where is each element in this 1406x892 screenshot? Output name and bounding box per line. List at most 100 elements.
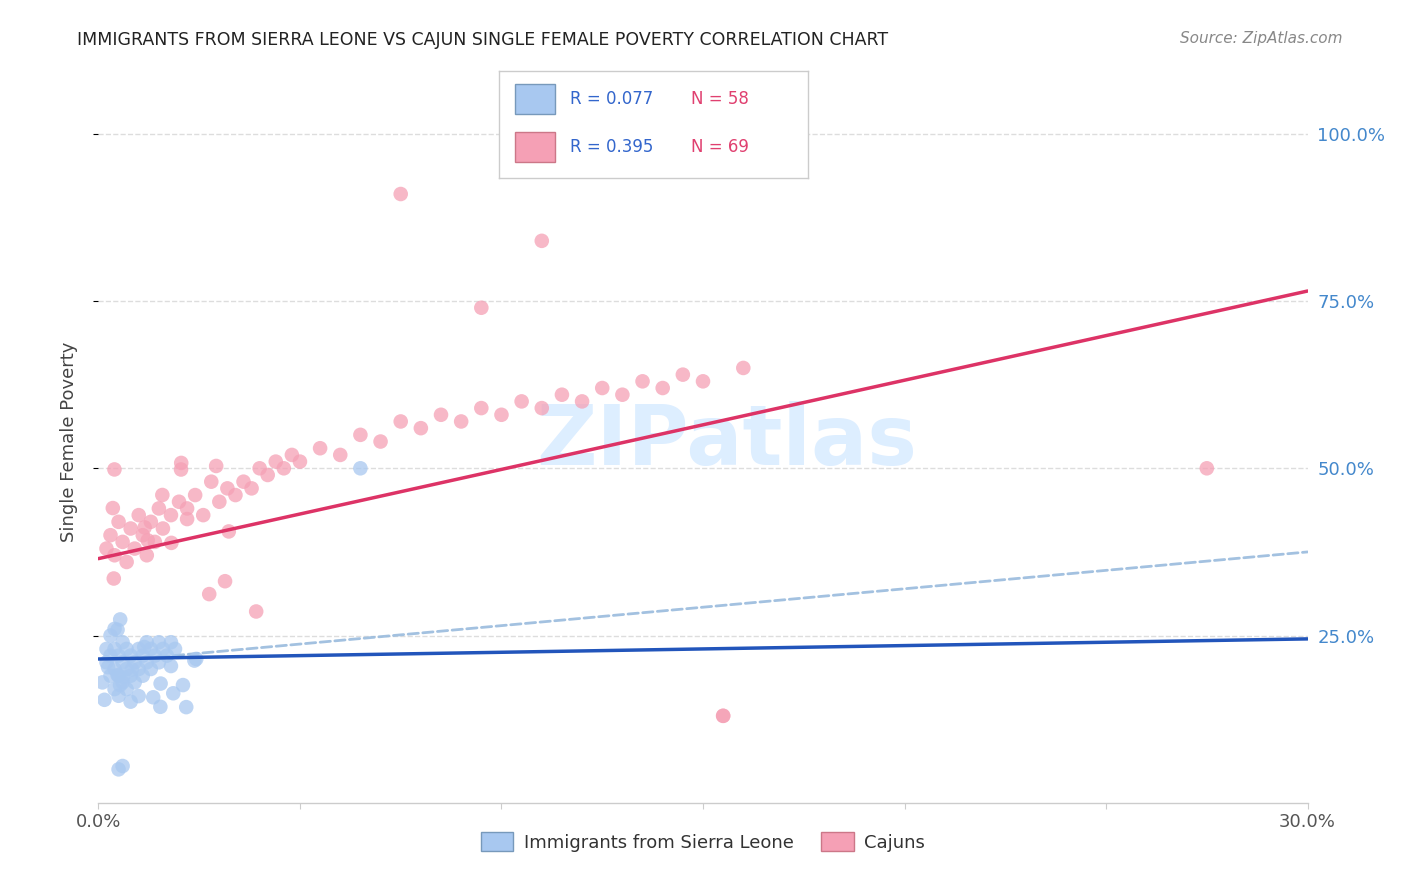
Point: [591, 381, 613, 395]
Point: [107, 669, 129, 683]
Point: [170, 456, 193, 470]
Point: [160, 659, 183, 673]
Point: [186, 652, 208, 666]
Point: [111, 675, 134, 690]
Point: [148, 655, 170, 669]
Point: [389, 187, 412, 202]
Point: [249, 461, 271, 475]
Point: [103, 548, 125, 563]
Point: [100, 528, 122, 542]
Point: [128, 508, 150, 523]
Point: [470, 401, 492, 416]
Text: IMMIGRANTS FROM SIERRA LEONE VS CAJUN SINGLE FEMALE POVERTY CORRELATION CHART: IMMIGRANTS FROM SIERRA LEONE VS CAJUN SI…: [77, 31, 889, 49]
Point: [152, 642, 174, 657]
Point: [551, 387, 574, 401]
Point: [264, 455, 287, 469]
Point: [288, 455, 311, 469]
Point: [174, 700, 197, 714]
Point: [124, 541, 146, 556]
Point: [120, 521, 142, 535]
Point: [200, 475, 222, 489]
Point: [370, 434, 392, 449]
Point: [134, 640, 156, 654]
Point: [103, 572, 125, 586]
Point: [240, 482, 263, 496]
Point: [172, 678, 194, 692]
Point: [115, 642, 138, 657]
Point: [245, 605, 267, 619]
Text: N = 69: N = 69: [690, 138, 749, 156]
Point: [103, 462, 125, 476]
Point: [530, 234, 553, 248]
Point: [135, 548, 157, 563]
Point: [167, 494, 190, 508]
Point: [1195, 461, 1218, 475]
Point: [309, 442, 332, 455]
Text: R = 0.395: R = 0.395: [571, 138, 654, 156]
Point: [205, 458, 228, 473]
Bar: [515, 84, 555, 114]
Bar: [515, 132, 555, 162]
Point: [107, 515, 129, 529]
Point: [530, 401, 553, 416]
Point: [672, 368, 695, 382]
Point: [450, 414, 472, 429]
Point: [91, 675, 114, 690]
Point: [491, 408, 513, 422]
Point: [134, 520, 156, 534]
Point: [111, 655, 134, 669]
Point: [711, 708, 734, 723]
Point: [101, 501, 124, 516]
Point: [214, 574, 236, 589]
Point: [160, 536, 183, 550]
Point: [430, 408, 453, 422]
Point: [183, 654, 205, 668]
Point: [124, 675, 146, 690]
Point: [152, 521, 174, 535]
Point: [162, 686, 184, 700]
Point: [631, 375, 654, 389]
Point: [120, 669, 142, 683]
Point: [107, 648, 129, 663]
Point: [120, 695, 142, 709]
Point: [107, 623, 129, 637]
Point: [111, 534, 134, 549]
Point: [143, 534, 166, 549]
Point: [148, 501, 170, 516]
Point: [107, 762, 129, 776]
Text: R = 0.077: R = 0.077: [571, 90, 654, 108]
Point: [409, 421, 432, 435]
Point: [132, 669, 155, 683]
Point: [115, 555, 138, 569]
Point: [149, 699, 172, 714]
Point: [93, 693, 115, 707]
Legend: Immigrants from Sierra Leone, Cajuns: Immigrants from Sierra Leone, Cajuns: [474, 825, 932, 859]
Point: [143, 648, 166, 663]
Point: [135, 635, 157, 649]
Point: [208, 494, 231, 508]
Point: [349, 461, 371, 475]
Point: [170, 462, 193, 476]
Point: [142, 690, 165, 705]
Point: [184, 488, 207, 502]
Point: [711, 708, 734, 723]
Point: [100, 648, 122, 663]
Point: [612, 387, 634, 401]
Point: [176, 501, 198, 516]
Point: [281, 448, 304, 462]
Point: [111, 759, 134, 773]
Point: [136, 533, 159, 548]
Point: [107, 668, 129, 682]
Point: [389, 414, 412, 429]
Point: [349, 427, 371, 442]
Point: [108, 612, 131, 626]
Point: [232, 475, 254, 489]
Point: [198, 587, 221, 601]
Text: N = 58: N = 58: [690, 90, 749, 108]
Point: [128, 642, 150, 657]
Text: Source: ZipAtlas.com: Source: ZipAtlas.com: [1180, 31, 1343, 46]
Point: [329, 448, 352, 462]
Point: [100, 628, 122, 642]
Point: [256, 467, 278, 482]
Point: [150, 488, 173, 502]
